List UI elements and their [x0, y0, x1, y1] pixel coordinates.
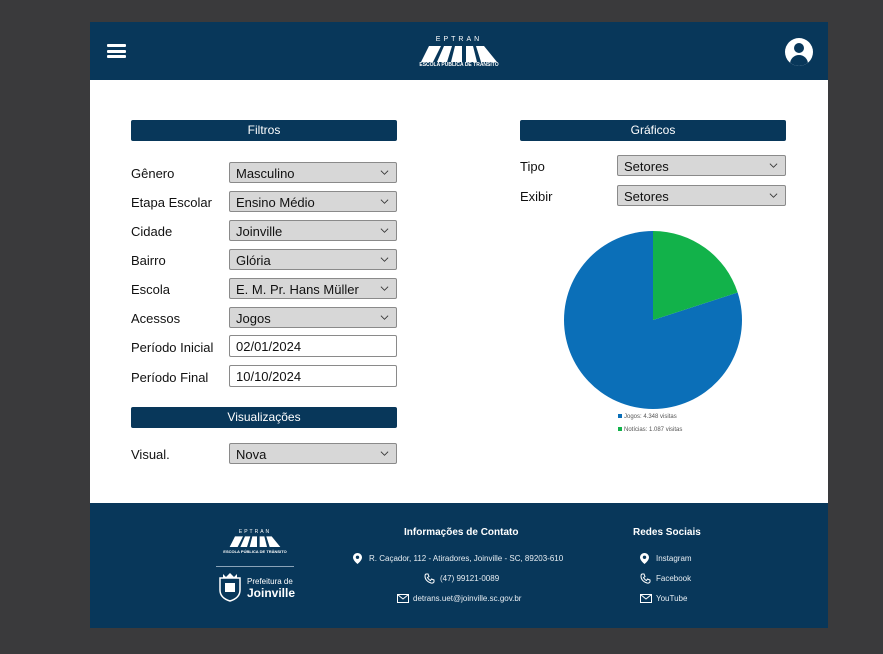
city-label: Cidade: [131, 224, 173, 239]
legend-item-jogos: Jogos: 4.348 visitas: [618, 414, 677, 420]
chevron-down-icon: [769, 163, 778, 168]
pie-slice-noticias: [653, 231, 738, 320]
city-select[interactable]: Joinville: [229, 220, 397, 241]
school-stage-select[interactable]: Ensino Médio: [229, 191, 397, 212]
legend-swatch-noticias: [618, 427, 622, 432]
contact-address: R. Caçador, 112 - Atiradores, Joinville …: [369, 554, 564, 563]
chevron-down-icon: [380, 228, 389, 233]
chevron-down-icon: [380, 315, 389, 320]
top-bar: EPTRAN ESCOLA PÚBLICA DE TRÂNSITO: [90, 22, 828, 80]
eptran-logo: EPTRAN ESCOLA PÚBLICA DE TRÂNSITO: [406, 36, 512, 70]
phone-icon: [640, 573, 651, 584]
filters-header: Filtros: [131, 120, 397, 141]
chevron-down-icon: [380, 257, 389, 262]
chevron-down-icon: [380, 170, 389, 175]
contact-email[interactable]: detrans.uet@joinville.sc.gov.br: [413, 594, 522, 603]
footer-logo-subtitle: ESCOLA PÚBLICA DE TRÂNSITO: [223, 549, 287, 554]
end-date-input[interactable]: 10/10/2024: [229, 365, 397, 387]
start-date-label: Período Inicial: [131, 340, 214, 355]
pie-chart: [564, 231, 742, 409]
visual-select[interactable]: Nova: [229, 443, 397, 464]
map-pin-icon: [640, 553, 649, 564]
footer-logo-divider: [216, 566, 294, 567]
phone-icon: [424, 573, 435, 584]
end-date-value: 10/10/2024: [236, 369, 302, 384]
city-value: Joinville: [236, 224, 283, 239]
contact-title: Informações de Contato: [404, 527, 519, 538]
social-title: Redes Sociais: [633, 527, 701, 538]
school-stage-label: Etapa Escolar: [131, 195, 212, 210]
access-value: Jogos: [236, 311, 271, 326]
road-stripes-icon: [421, 46, 497, 62]
neighborhood-select[interactable]: Glória: [229, 249, 397, 270]
legend-swatch-jogos: [618, 414, 622, 419]
start-date-value: 02/01/2024: [236, 339, 302, 354]
contact-phone[interactable]: (47) 99121-0089: [440, 574, 500, 583]
school-value: E. M. Pr. Hans Müller: [236, 282, 359, 297]
school-label: Escola: [131, 282, 171, 297]
social-youtube[interactable]: YouTube: [656, 594, 688, 603]
charts-header: Gráficos: [520, 120, 786, 141]
gender-select[interactable]: Masculino: [229, 162, 397, 183]
chart-type-select[interactable]: Setores: [617, 155, 786, 176]
visual-value: Nova: [236, 447, 267, 462]
neighborhood-value: Glória: [236, 253, 271, 268]
legend-item-noticias: Notícias: 1.087 visitas: [618, 427, 682, 433]
mail-icon: [640, 594, 652, 603]
chevron-down-icon: [769, 193, 778, 198]
chart-display-value: Setores: [624, 189, 669, 204]
legend-label-jogos: Jogos: 4.348 visitas: [624, 414, 677, 420]
footer-eptran-logo: EPTRAN ESCOLA PÚBLICA DE TRÂNSITO: [215, 529, 295, 557]
user-circle-icon[interactable]: [785, 38, 813, 66]
chart-display-label: Exibir: [520, 189, 553, 204]
social-instagram[interactable]: Instagram: [656, 554, 692, 563]
hamburger-menu-icon[interactable]: [107, 44, 126, 58]
footer: EPTRAN ESCOLA PÚBLICA DE TRÂNSITO Prefei…: [90, 503, 828, 628]
end-date-label: Período Final: [131, 370, 209, 385]
road-stripes-icon: [229, 536, 281, 547]
footer-logo-brand: EPTRAN: [238, 529, 272, 535]
page-frame: EPTRAN ESCOLA PÚBLICA DE TRÂNSITO Filtro…: [90, 22, 828, 628]
chevron-down-icon: [380, 451, 389, 456]
chart-display-select[interactable]: Setores: [617, 185, 786, 206]
logo-subtitle: ESCOLA PÚBLICA DE TRÂNSITO: [419, 62, 499, 68]
gender-label: Gênero: [131, 166, 175, 181]
gender-value: Masculino: [236, 166, 295, 181]
visualizations-header: Visualizações: [131, 407, 397, 428]
prefeitura-line1: Prefeitura de: [247, 577, 293, 586]
chart-type-label: Tipo: [520, 159, 545, 174]
logo-brand-text: EPTRAN: [435, 36, 483, 43]
chart-type-value: Setores: [624, 159, 669, 174]
chevron-down-icon: [380, 286, 389, 291]
start-date-input[interactable]: 02/01/2024: [229, 335, 397, 357]
joinville-crest-icon: [217, 572, 243, 602]
school-stage-value: Ensino Médio: [236, 195, 315, 210]
map-pin-icon: [353, 553, 362, 564]
chevron-down-icon: [380, 199, 389, 204]
access-select[interactable]: Jogos: [229, 307, 397, 328]
school-select[interactable]: E. M. Pr. Hans Müller: [229, 278, 397, 299]
prefeitura-line2: Joinville: [247, 586, 296, 600]
access-label: Acessos: [131, 311, 181, 326]
social-facebook[interactable]: Facebook: [656, 574, 692, 583]
legend-label-noticias: Notícias: 1.087 visitas: [624, 427, 683, 433]
visual-label: Visual.: [131, 447, 170, 462]
neighborhood-label: Bairro: [131, 253, 166, 268]
mail-icon: [397, 594, 409, 603]
